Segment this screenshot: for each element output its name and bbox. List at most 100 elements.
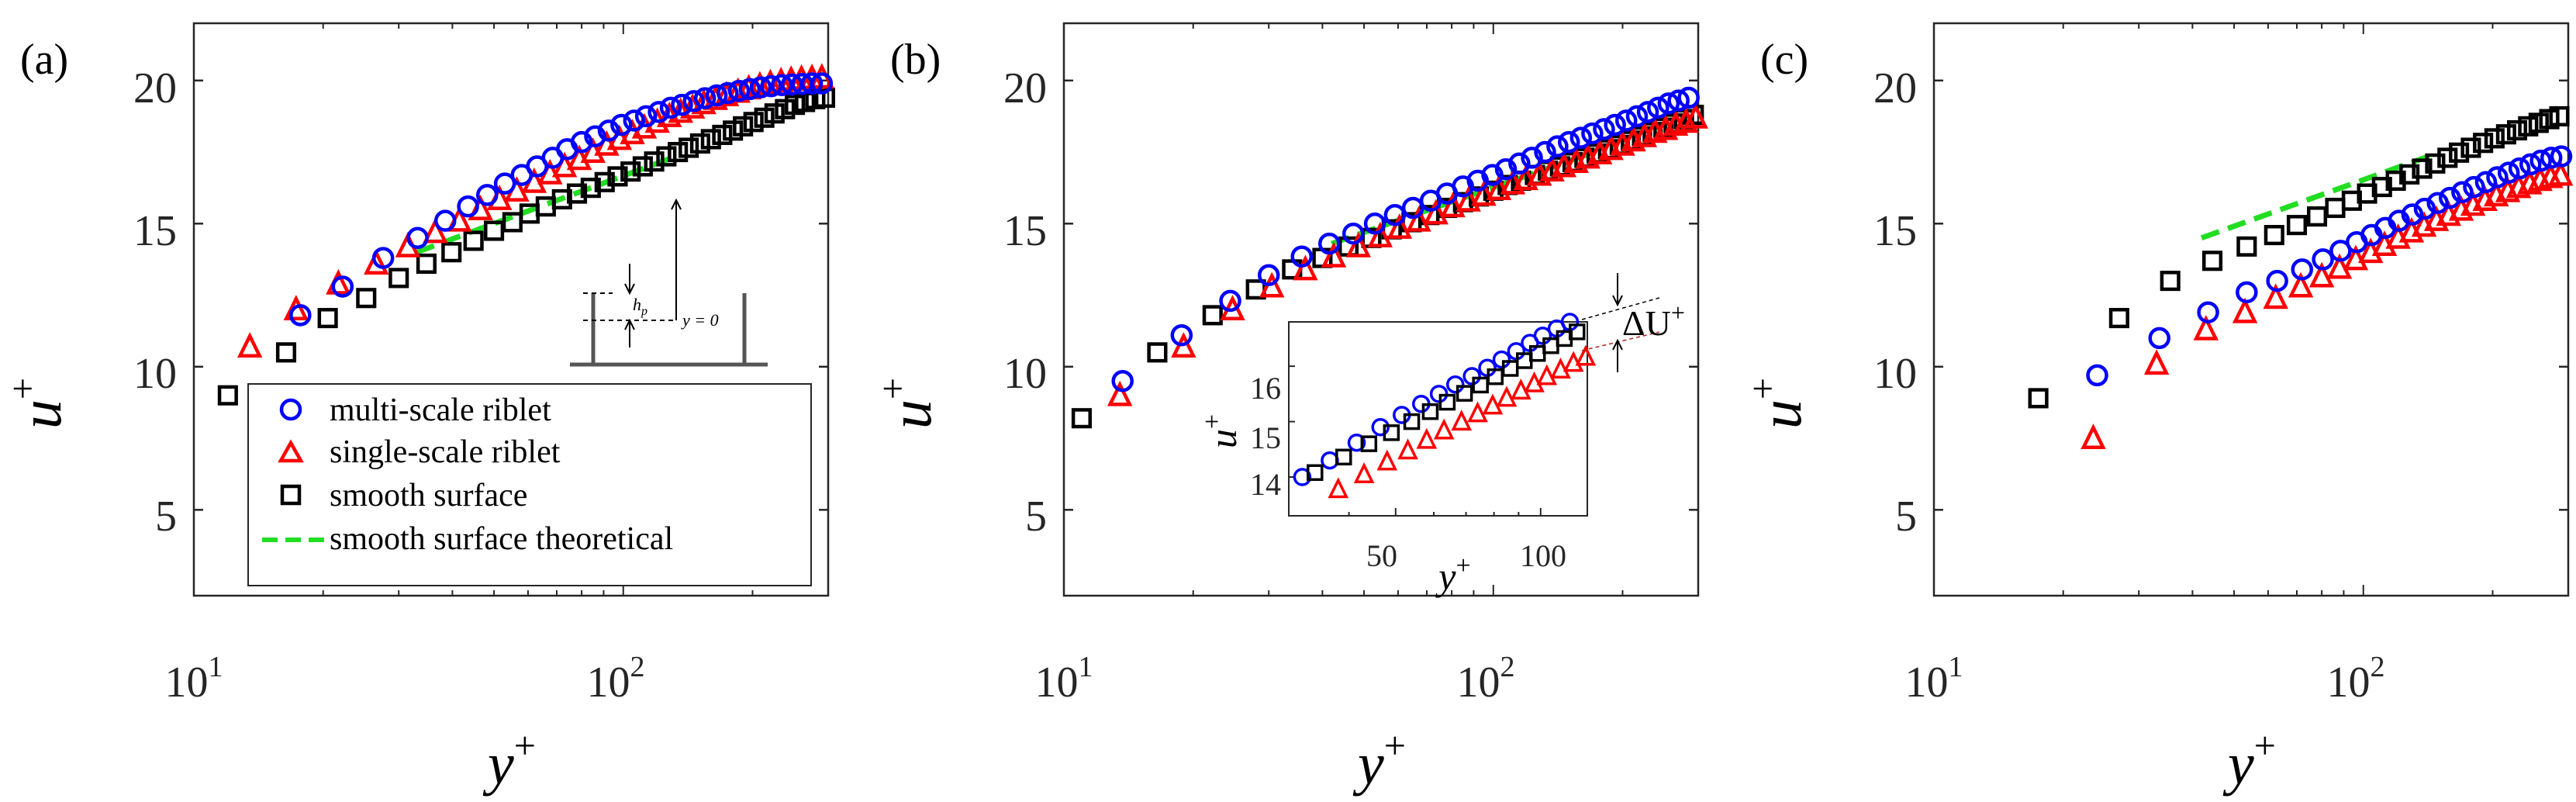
legend-entry-multi: multi-scale riblet	[279, 392, 551, 428]
panel-c-xlabel-text: y	[2222, 731, 2254, 797]
data-point-circle-17	[1521, 147, 1543, 169]
panel-a-ytick-label: 10	[133, 350, 177, 398]
legend-entry-single: single-scale riblet	[278, 434, 561, 470]
data-point-circle-21	[682, 90, 706, 112]
data-point-triangle-31	[1683, 102, 1708, 129]
panel-a-xlabel-text: y	[482, 731, 514, 797]
data-point-circle-23	[2529, 149, 2552, 172]
data-point-circle-14	[2426, 192, 2449, 214]
data-point-square-27	[733, 116, 754, 137]
data-point-triangle-9	[1406, 206, 1431, 232]
data-point-square-22	[679, 137, 699, 158]
data-point-triangle-4	[1293, 254, 1318, 281]
data-point-circle-7	[493, 172, 516, 195]
data-point-circle-6	[1342, 222, 1365, 245]
panel-b-xlabel-sup: +	[1384, 724, 1406, 767]
panel-b-ylabel-sup: +	[871, 378, 914, 399]
data-point-square-7	[1455, 385, 1473, 402]
data-point-square-15	[1568, 323, 1586, 341]
panel-a-ytick-label: 5	[155, 493, 177, 541]
data-point-circle-6	[476, 184, 499, 206]
data-point-circle-27	[1636, 101, 1659, 123]
data-point-circle-18	[1534, 140, 1556, 164]
series-single	[2080, 160, 2574, 450]
data-point-circle-10	[1492, 350, 1511, 369]
series-multi	[1111, 86, 1700, 392]
data-point-square-1	[275, 342, 297, 363]
data-point-circle-12	[570, 130, 593, 154]
data-point-circle-11	[2388, 209, 2410, 232]
data-point-square-18	[2460, 137, 2481, 158]
inset-zoom: 14 15 16 50 100 u+ y+ ΔU+	[1198, 273, 1685, 598]
panel-a: (a) u+ y+ 5 10 15 20 101 102	[1, 22, 836, 797]
delta-arrowhead-top	[1612, 295, 1623, 307]
data-point-circle-1	[2148, 327, 2171, 350]
data-point-circle-22	[2519, 153, 2542, 176]
inset-ytick-labels: 14 15 16	[1250, 371, 1281, 502]
data-point-circle-20	[2497, 161, 2520, 184]
data-point-triangle-1	[2143, 349, 2170, 375]
schematic-h-label: hp	[633, 295, 647, 318]
panel-c-xtick-labels: 101 102	[1905, 651, 2385, 707]
inset-extension-single	[1581, 331, 1660, 351]
panel-a-xtick-label: 101	[165, 651, 223, 707]
data-point-circle-1	[1170, 323, 1193, 347]
data-point-circle-19	[2486, 166, 2509, 188]
data-point-square-20	[656, 146, 677, 167]
data-point-triangle-4	[1416, 427, 1438, 449]
data-point-triangle-15	[1575, 344, 1597, 366]
legend: multi-scale riblet single-scale riblet s…	[247, 383, 812, 586]
data-point-square-4	[2236, 236, 2257, 257]
panel-a-ytick-label: 20	[133, 64, 177, 112]
data-point-circle-0	[1293, 468, 1312, 486]
data-point-square-1	[2108, 308, 2129, 329]
data-point-circle-1	[331, 275, 354, 298]
data-point-triangle-7	[1467, 401, 1488, 423]
data-point-circle-16	[1508, 152, 1531, 175]
data-point-square-3	[356, 288, 377, 309]
data-point-square-5	[1421, 403, 1439, 420]
data-point-square-17	[2449, 142, 2470, 163]
theory-dashed-line	[2200, 152, 2434, 241]
schematic-h-arrowhead-bottom	[624, 318, 635, 330]
data-point-triangle-7	[2326, 253, 2353, 279]
data-point-square-21	[668, 142, 689, 163]
data-point-square-23	[689, 133, 710, 154]
data-point-triangle-3	[1397, 438, 1418, 460]
data-point-triangle-12	[1536, 364, 1558, 385]
inset-series-single	[1328, 344, 1597, 499]
panel-c-ytick-label: 10	[1873, 350, 1917, 398]
data-point-square-18	[632, 156, 653, 177]
data-point-square-6	[441, 242, 462, 263]
riblet-schematic	[570, 198, 768, 367]
data-point-triangle-4	[2263, 283, 2288, 309]
data-point-circle-28	[1647, 96, 1670, 119]
data-point-circle-29	[1657, 92, 1680, 115]
data-point-circle-9	[1401, 196, 1424, 220]
inset-ytick-label: 16	[1250, 371, 1281, 406]
legend-box	[247, 383, 812, 586]
legend-square-marker	[280, 484, 302, 506]
data-point-circle-13	[2413, 197, 2436, 220]
data-point-triangle-10	[1511, 379, 1531, 400]
series-theory	[2200, 152, 2434, 241]
data-point-circle-16	[2451, 181, 2474, 203]
data-point-circle-3	[2236, 281, 2258, 304]
series-multi	[289, 72, 834, 327]
panel-c-xtick-label: 102	[2327, 651, 2385, 707]
data-point-square-16	[607, 166, 628, 187]
data-point-square-7	[463, 230, 484, 251]
panel-a-xtick-label: 102	[587, 651, 645, 707]
delta-arrowhead-bottom	[1612, 338, 1623, 351]
data-point-circle-13	[584, 125, 606, 148]
data-point-circle-15	[2439, 186, 2461, 209]
panel-b-ylabel: u+	[871, 378, 944, 429]
legend-entry-smooth: smooth surface	[280, 478, 527, 513]
inset-series-smooth	[1307, 323, 1586, 482]
panel-b-plot-area	[1063, 23, 1708, 596]
panel-b-xtick-labels: 101 102	[1035, 651, 1515, 707]
svg-text:u+: u+	[1198, 414, 1245, 448]
data-point-triangle-10	[1423, 199, 1449, 225]
data-point-circle-3	[1371, 417, 1390, 437]
data-point-circle-24	[717, 81, 739, 105]
